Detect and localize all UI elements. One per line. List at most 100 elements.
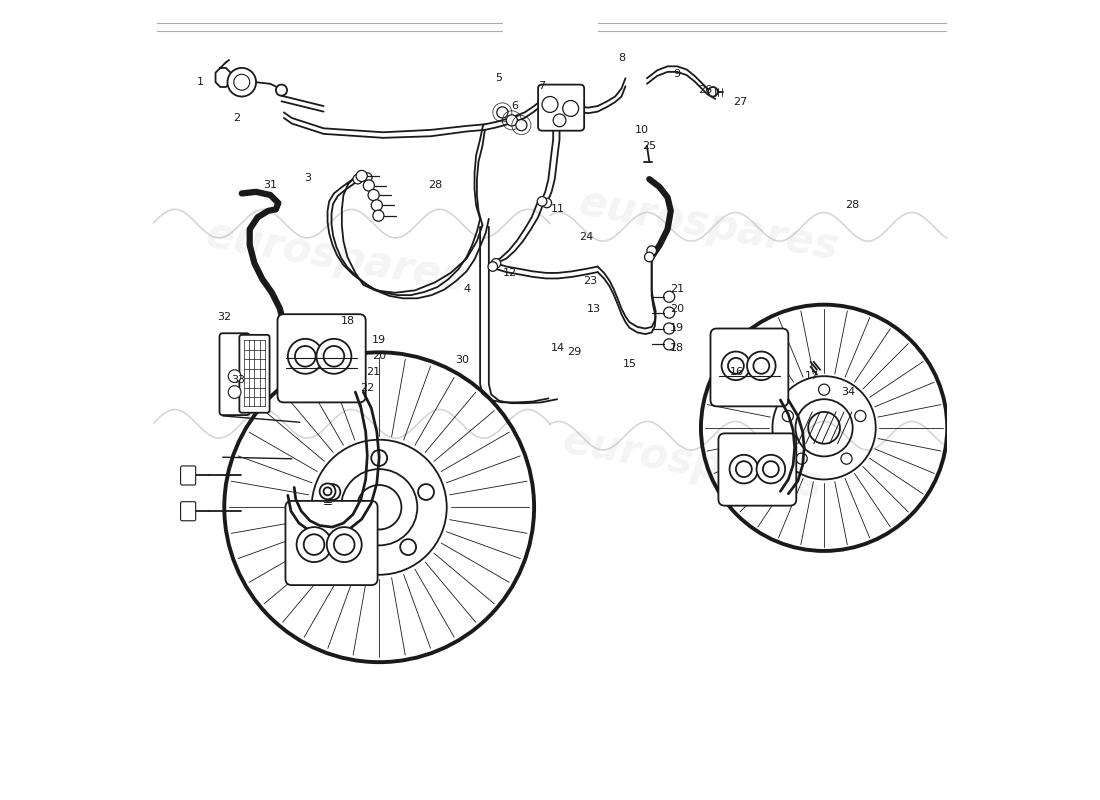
Text: 17: 17 [805,371,820,381]
Text: 18: 18 [670,343,684,354]
Circle shape [372,200,383,211]
Circle shape [728,358,744,374]
Circle shape [373,210,384,222]
Circle shape [229,370,241,382]
Text: 1: 1 [197,78,204,87]
Text: 30: 30 [455,355,470,366]
Circle shape [229,386,241,398]
Circle shape [234,74,250,90]
Text: 3: 3 [305,173,311,182]
Circle shape [342,539,359,555]
Circle shape [542,198,551,208]
Text: 6: 6 [510,101,518,111]
Text: 18: 18 [340,315,354,326]
Circle shape [663,323,674,334]
Text: 19: 19 [670,323,684,334]
Circle shape [324,484,340,500]
Circle shape [488,262,497,271]
Circle shape [736,461,751,477]
Circle shape [516,119,527,130]
Circle shape [663,307,674,318]
Circle shape [323,487,331,495]
FancyBboxPatch shape [718,434,796,506]
Circle shape [356,170,367,182]
Text: 8: 8 [618,54,625,63]
Text: eurospares: eurospares [575,182,843,269]
Circle shape [663,291,674,302]
Circle shape [297,527,331,562]
Circle shape [729,455,758,483]
Circle shape [757,455,785,483]
Text: 15: 15 [623,359,637,370]
Text: 29: 29 [566,347,581,358]
Circle shape [647,246,657,255]
Circle shape [497,107,508,118]
Circle shape [320,483,336,499]
Circle shape [353,174,363,184]
Circle shape [553,114,565,126]
Circle shape [400,539,416,555]
FancyBboxPatch shape [286,501,377,585]
Circle shape [563,101,579,116]
Text: eurospares: eurospares [560,420,826,507]
Circle shape [304,534,324,555]
Text: 24: 24 [579,232,593,242]
Circle shape [763,461,779,477]
FancyBboxPatch shape [180,502,196,521]
Text: 20: 20 [372,351,386,362]
Circle shape [840,453,852,464]
Circle shape [782,410,793,422]
Circle shape [796,453,807,464]
FancyBboxPatch shape [220,334,250,415]
Text: 7: 7 [539,81,546,91]
Text: 34: 34 [840,387,855,397]
Text: 11: 11 [551,204,565,214]
Text: 19: 19 [372,335,386,346]
Circle shape [542,97,558,113]
Circle shape [327,527,362,562]
Circle shape [492,258,500,268]
Text: 20: 20 [670,304,684,314]
Circle shape [295,346,316,366]
Circle shape [855,410,866,422]
Text: 22: 22 [360,383,374,393]
FancyBboxPatch shape [180,466,196,485]
Text: 21: 21 [670,284,684,294]
Circle shape [228,68,256,97]
Text: 4: 4 [463,284,470,294]
Circle shape [747,351,776,380]
FancyBboxPatch shape [277,314,365,402]
Text: 31: 31 [263,181,277,190]
Text: 10: 10 [635,125,648,135]
Text: 9: 9 [673,70,681,79]
Circle shape [368,190,379,201]
Text: 33: 33 [231,375,245,385]
FancyBboxPatch shape [538,85,584,130]
Text: 25: 25 [642,141,657,150]
Text: 2: 2 [232,113,240,123]
Circle shape [645,252,654,262]
Circle shape [663,339,674,350]
Text: 16: 16 [729,367,744,377]
Circle shape [418,484,434,500]
Text: 5: 5 [495,74,502,83]
Text: 28: 28 [428,181,442,190]
Text: 28: 28 [845,200,859,210]
FancyBboxPatch shape [240,335,270,413]
Circle shape [372,450,387,466]
Text: 13: 13 [586,304,601,314]
Circle shape [818,384,829,395]
Circle shape [288,339,322,374]
Text: 26: 26 [697,85,712,95]
Circle shape [506,114,517,126]
Circle shape [323,346,344,366]
Text: 27: 27 [734,97,748,107]
Text: 12: 12 [503,268,517,278]
Text: eurospares: eurospares [202,214,469,301]
Text: 21: 21 [366,367,381,377]
Circle shape [363,180,374,191]
Circle shape [363,173,372,182]
Circle shape [722,351,750,380]
Text: 23: 23 [583,276,597,286]
Circle shape [537,197,547,206]
